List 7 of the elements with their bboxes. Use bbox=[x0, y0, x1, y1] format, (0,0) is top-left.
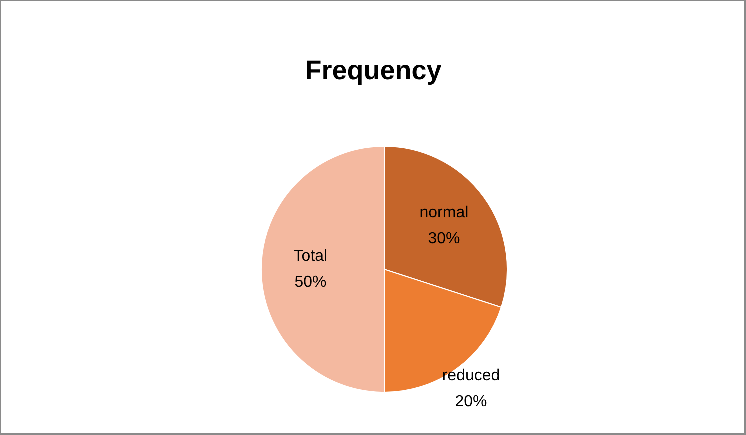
chart-title: Frequency bbox=[305, 56, 442, 86]
slice-label: Total bbox=[294, 248, 328, 266]
slice-label: normal bbox=[420, 204, 469, 222]
data-label: 30% bbox=[428, 230, 460, 248]
data-label: 20% bbox=[455, 393, 488, 410]
slice-label: reduced bbox=[442, 367, 500, 384]
data-label: 50% bbox=[294, 274, 327, 291]
